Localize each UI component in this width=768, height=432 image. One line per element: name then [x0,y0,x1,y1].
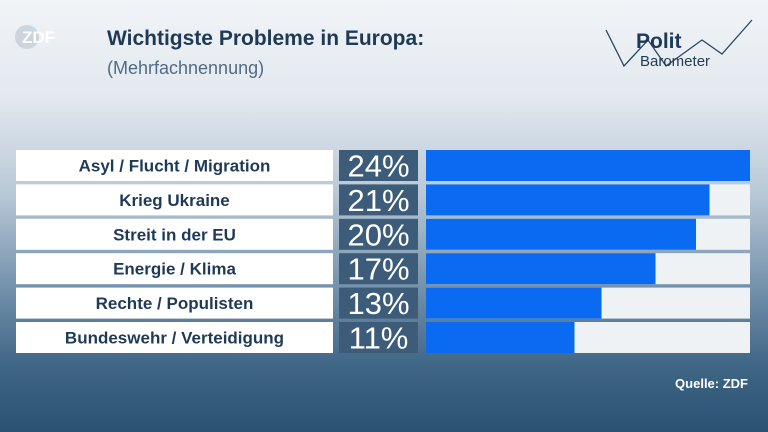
zdf-logo: ZDF [15,25,55,49]
value-label: 11% [349,321,409,356]
value-label-box [339,322,418,353]
logo-zigzag-line [605,19,753,68]
value-label: 21% [347,183,409,218]
zdf-logo-text: ZDF [22,28,55,47]
category-label-box [16,253,333,285]
category-label: Streit in der EU [113,225,236,244]
chart-title: Wichtigste Probleme in Europa: [107,27,425,50]
value-label-box [339,287,418,319]
politbarometer-logo: Polit Barometer [605,19,753,70]
bar [426,322,575,353]
category-label-box [16,184,333,216]
chart-subtitle: (Mehrfachnennung) [107,58,265,78]
bar [426,253,656,285]
logo-line1: Polit [636,30,682,53]
value-label: 24% [347,149,409,184]
source-note: Quelle: ZDF [675,376,748,391]
value-label-box [339,253,418,285]
category-label: Asyl / Flucht / Migration [79,157,271,176]
category-label: Energie / Klima [113,260,236,279]
value-label: 17% [347,252,409,287]
value-label: 20% [347,217,409,252]
category-label: Bundeswehr / Verteidigung [65,329,284,348]
bar [426,150,750,181]
category-label: Rechte / Populisten [96,294,254,313]
value-label-box [339,218,418,250]
value-label: 13% [347,286,409,321]
value-label-box [339,150,418,181]
bar [426,287,602,319]
category-label-box [16,218,333,250]
category-label-box [16,287,333,319]
value-label-box [339,184,418,216]
category-label-box [16,150,333,181]
category-label-box [16,322,333,353]
bar [426,218,696,250]
category-label: Krieg Ukraine [119,191,230,210]
bar [426,184,710,216]
logo-line2: Barometer [640,53,710,70]
